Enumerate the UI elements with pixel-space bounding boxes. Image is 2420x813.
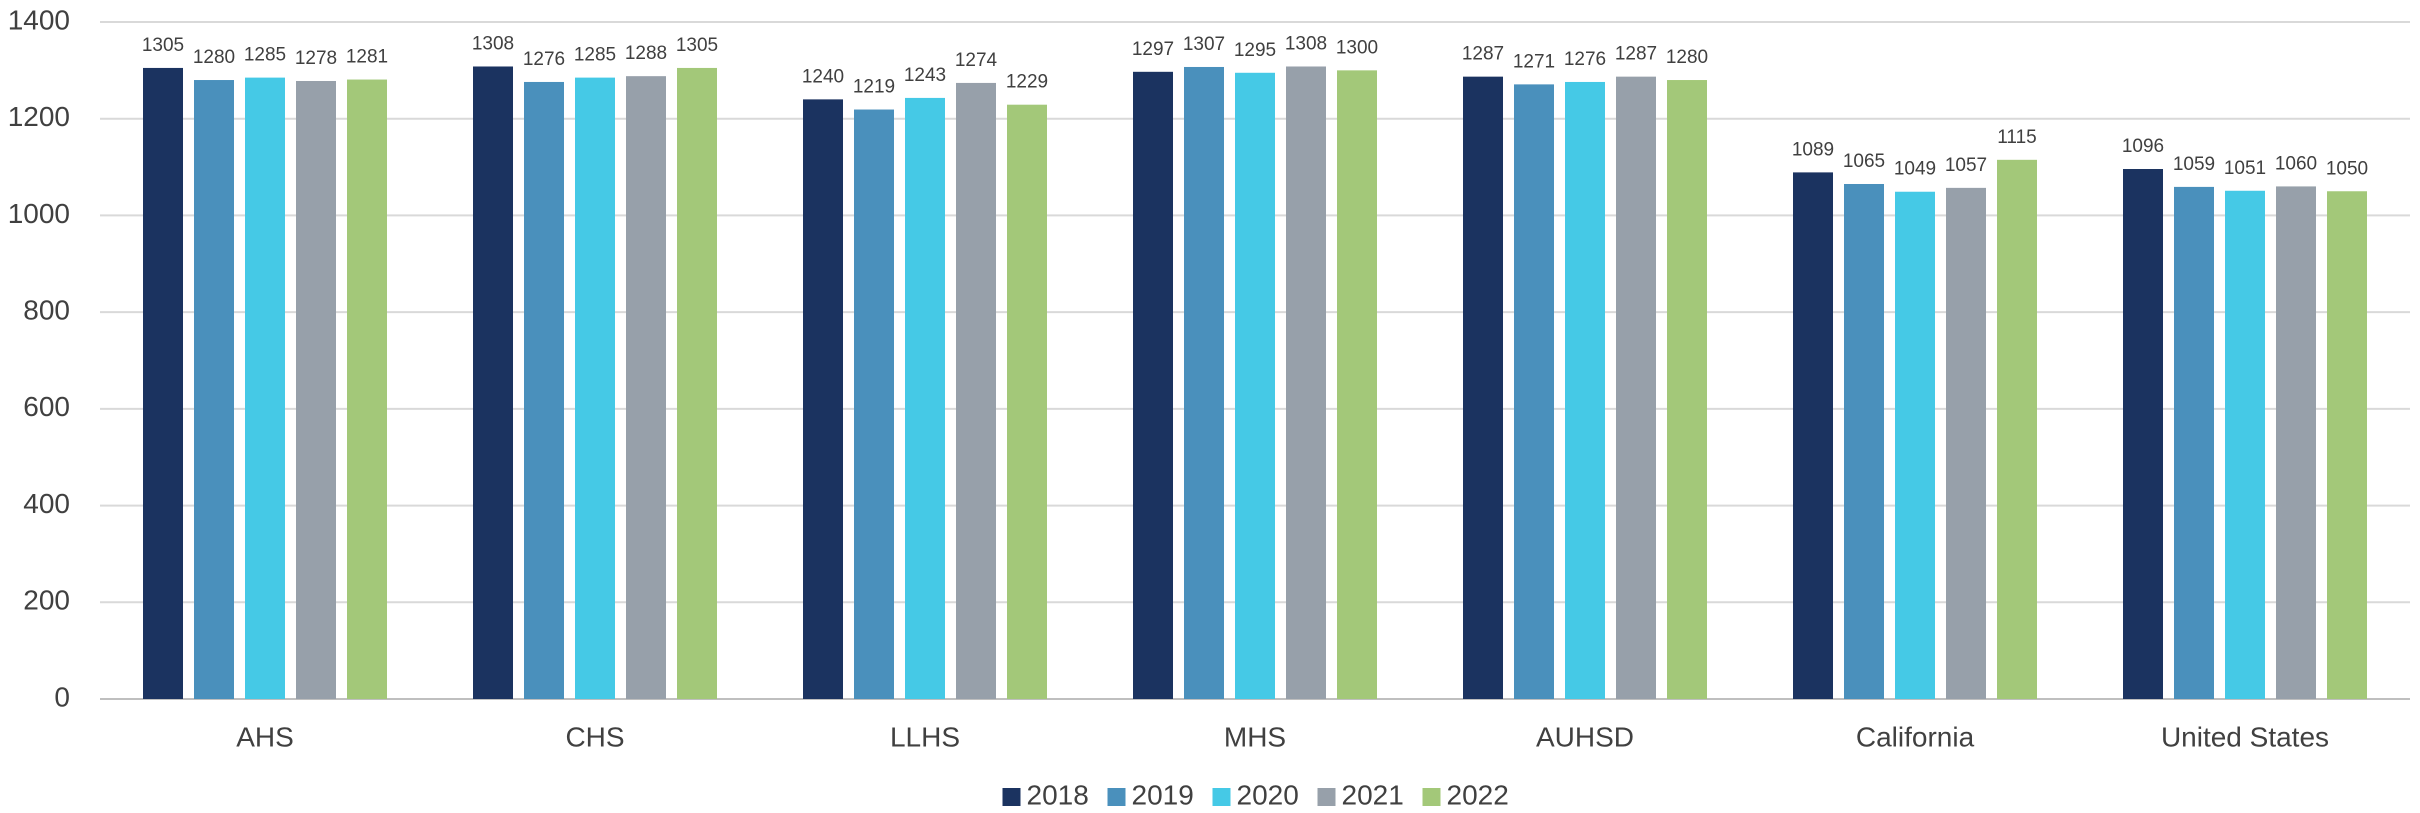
- y-tick-label: 0: [54, 681, 70, 712]
- data-label: 1229: [1006, 72, 1048, 93]
- data-label: 1274: [955, 50, 998, 71]
- legend-swatch: [1422, 788, 1441, 806]
- data-label: 1305: [676, 35, 718, 56]
- x-tick-label: AUHSD: [1536, 721, 1634, 752]
- y-tick-label: 1400: [8, 4, 70, 35]
- bar: [1286, 66, 1326, 699]
- data-label: 1089: [1792, 139, 1834, 160]
- y-tick-label: 1000: [8, 198, 70, 229]
- data-label: 1287: [1462, 44, 1504, 65]
- legend-label: 2019: [1132, 779, 1194, 810]
- bar: [1514, 84, 1554, 699]
- bar: [2123, 169, 2163, 699]
- y-tick-label: 800: [23, 295, 70, 326]
- y-tick-label: 600: [23, 391, 70, 422]
- data-label: 1297: [1132, 39, 1174, 60]
- bar: [1565, 81, 1605, 699]
- bar: [245, 77, 285, 699]
- y-tick-label: 400: [23, 488, 70, 519]
- bar: [1235, 72, 1275, 699]
- legend-label: 2021: [1342, 779, 1404, 810]
- bar: [2327, 191, 2367, 699]
- bar: [854, 109, 894, 699]
- data-label: 1300: [1336, 37, 1378, 58]
- data-label: 1308: [472, 34, 514, 55]
- data-label: 1305: [142, 35, 184, 56]
- bar: [1184, 66, 1224, 699]
- bar: [194, 80, 234, 700]
- legend-swatch: [1002, 788, 1021, 806]
- data-label: 1285: [574, 45, 616, 66]
- bar: [905, 97, 945, 699]
- data-label: 1295: [1234, 40, 1276, 61]
- data-label: 1308: [1285, 34, 1327, 55]
- data-label: 1307: [1183, 34, 1225, 55]
- data-label: 1281: [346, 47, 388, 68]
- bar: [575, 77, 615, 699]
- bar: [1007, 104, 1047, 699]
- y-tick-label: 1200: [8, 101, 70, 132]
- data-label: 1276: [1564, 49, 1606, 70]
- x-tick-label: CHS: [565, 721, 624, 752]
- bar: [956, 82, 996, 700]
- data-label: 1049: [1894, 159, 1936, 180]
- bar: [677, 67, 717, 700]
- bar: [1844, 183, 1884, 699]
- bar: [524, 81, 564, 699]
- bar: [2174, 186, 2214, 700]
- bar: [2225, 190, 2265, 700]
- bar: [473, 66, 513, 699]
- data-label: 1243: [904, 65, 946, 86]
- data-label: 1050: [2326, 158, 2368, 179]
- x-tick-label: AHS: [236, 721, 294, 752]
- data-label: 1051: [2224, 158, 2266, 179]
- data-label: 1288: [625, 43, 667, 64]
- bar: [1463, 76, 1503, 700]
- x-tick-label: United States: [2161, 721, 2329, 752]
- data-label: 1065: [1843, 151, 1885, 172]
- bar: [1793, 172, 1833, 699]
- data-label: 1278: [295, 48, 337, 69]
- bar: [1946, 187, 1986, 700]
- bar: [803, 99, 843, 699]
- data-label: 1096: [2122, 136, 2164, 157]
- data-label: 1285: [244, 45, 286, 66]
- legend-swatch: [1317, 788, 1336, 806]
- y-tick-label: 200: [23, 585, 70, 616]
- legend-label: 2020: [1237, 779, 1299, 810]
- data-label: 1060: [2275, 153, 2317, 174]
- bar: [347, 79, 387, 700]
- legend-label: 2022: [1447, 779, 1509, 810]
- x-tick-label: California: [1856, 721, 1975, 752]
- legend-swatch: [1107, 788, 1126, 806]
- data-label: 1219: [853, 77, 895, 98]
- bar: [1337, 70, 1377, 700]
- data-label: 1057: [1945, 155, 1987, 176]
- bar: [1616, 76, 1656, 700]
- bar: [1667, 80, 1707, 700]
- bar: [626, 76, 666, 699]
- data-label: 1115: [1997, 127, 2036, 148]
- data-label: 1280: [193, 47, 235, 68]
- data-label: 1059: [2173, 154, 2215, 175]
- x-tick-label: MHS: [1224, 721, 1286, 752]
- bar: [1133, 71, 1173, 699]
- data-label: 1276: [523, 49, 565, 70]
- data-label: 1287: [1615, 44, 1657, 65]
- bar: [143, 67, 183, 700]
- data-label: 1271: [1513, 51, 1555, 72]
- bar: [1997, 159, 2037, 699]
- bar: [2276, 186, 2316, 699]
- legend-swatch: [1212, 788, 1231, 806]
- x-tick-label: LLHS: [890, 721, 960, 752]
- legend-label: 2018: [1027, 779, 1089, 810]
- bar: [1895, 191, 1935, 699]
- data-label: 1240: [802, 66, 844, 87]
- bar: [296, 80, 336, 699]
- data-label: 1280: [1666, 47, 1708, 68]
